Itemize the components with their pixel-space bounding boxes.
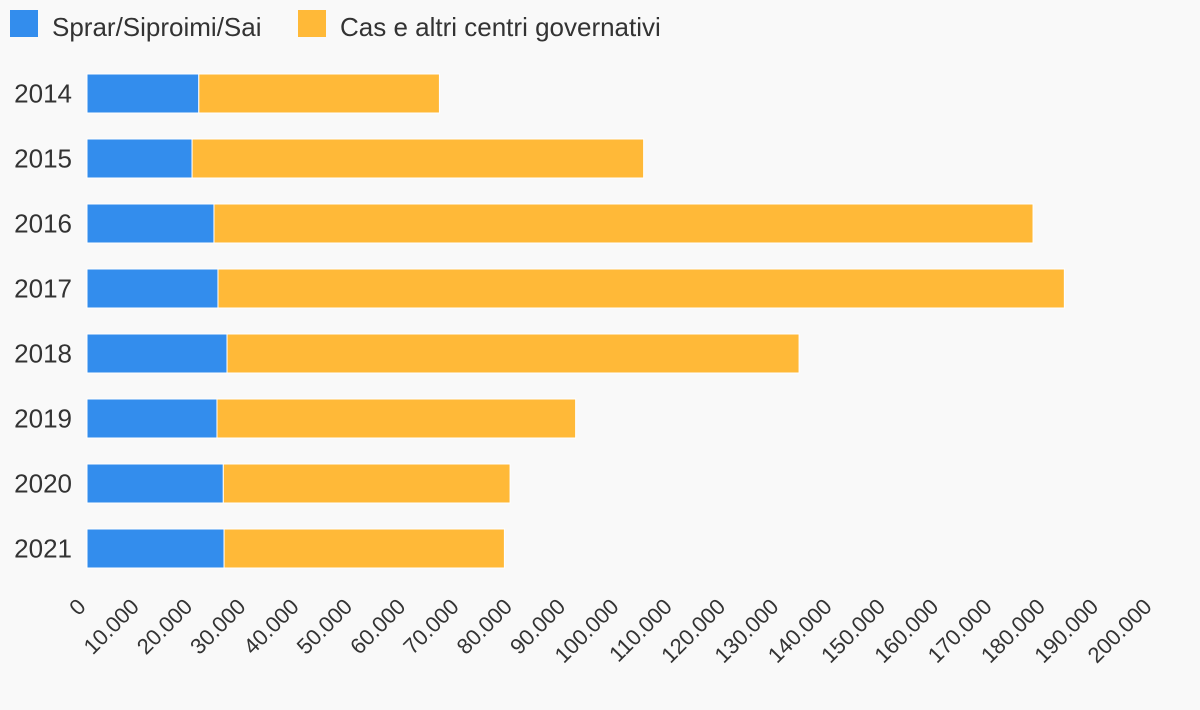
bar-sprar-2016[interactable] [86,203,215,244]
bar-cas-2015[interactable] [191,138,645,179]
bar-cas-2018[interactable] [226,333,800,374]
legend-label-cas: Cas e altri centri governativi [340,12,661,42]
bar-sprar-2020[interactable] [86,463,224,504]
bar-sprar-2019[interactable] [86,398,218,439]
x-tick-label: 80.000 [452,594,517,659]
legend-item-cas[interactable]: Cas e altri centri governativi [298,10,661,42]
legend-swatch-sprar [10,10,38,37]
x-tick-label: 0 [64,594,90,620]
category-label-2019: 2019 [14,404,72,434]
category-label-2020: 2020 [14,469,72,499]
category-label-2017: 2017 [14,274,72,304]
category-label-2015: 2015 [14,144,72,174]
plot-area [86,73,1065,569]
bar-cas-2014[interactable] [198,73,440,114]
bar-sprar-2017[interactable] [86,268,219,309]
bar-cas-2019[interactable] [216,398,577,439]
x-tick-label: 10.000 [79,594,144,659]
legend-item-sprar[interactable]: Sprar/Siproimi/Sai [10,10,262,42]
bar-cas-2017[interactable] [217,268,1065,309]
bar-sprar-2014[interactable] [86,73,200,114]
x-tick-label: 50.000 [292,594,357,659]
legend: Sprar/Siproimi/Sai Cas e altri centri go… [10,10,661,42]
x-tick-label: 30.000 [185,594,250,659]
category-label-2018: 2018 [14,339,72,369]
x-tick-label: 60.000 [345,594,410,659]
bar-cas-2020[interactable] [222,463,511,504]
x-tick-label: 40.000 [238,594,303,659]
category-label-2016: 2016 [14,209,72,239]
legend-label-sprar: Sprar/Siproimi/Sai [52,12,262,42]
x-tick-label: 20.000 [132,594,197,659]
x-axis: 010.00020.00030.00040.00050.00060.00070.… [64,594,1156,668]
bar-cas-2021[interactable] [223,528,505,569]
category-label-2021: 2021 [14,534,72,564]
legend-swatch-cas [298,10,326,37]
bar-sprar-2018[interactable] [86,333,228,374]
y-axis: 2014 2015 2016 2017 2018 2019 2020 2021 [14,79,72,564]
category-label-2014: 2014 [14,79,72,109]
x-tick-label: 70.000 [398,594,463,659]
bar-sprar-2021[interactable] [86,528,225,569]
bar-cas-2016[interactable] [213,203,1034,244]
bar-sprar-2015[interactable] [86,138,193,179]
